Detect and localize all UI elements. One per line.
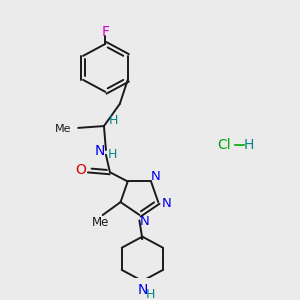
Text: Cl: Cl (218, 137, 231, 152)
Text: F: F (101, 25, 110, 39)
Text: N: N (95, 144, 105, 158)
Text: Me: Me (55, 124, 71, 134)
Text: H: H (146, 288, 155, 300)
Text: O: O (76, 164, 87, 177)
Text: N: N (151, 170, 161, 183)
Text: N: N (140, 215, 149, 228)
Text: H: H (108, 148, 118, 161)
Text: H: H (109, 114, 119, 127)
Text: H: H (244, 137, 254, 152)
Text: N: N (137, 283, 148, 297)
Text: N: N (161, 197, 171, 211)
Text: Me: Me (92, 216, 110, 229)
